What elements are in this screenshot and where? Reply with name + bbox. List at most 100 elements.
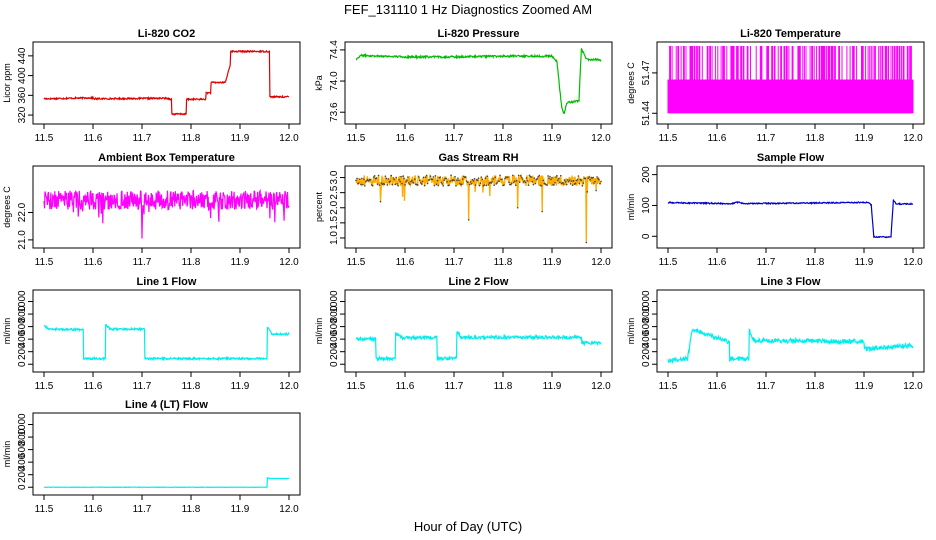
y-tick-label: 200	[329, 343, 340, 360]
y-axis-label: ml/min	[2, 318, 12, 345]
data-point	[554, 181, 556, 184]
x-tick-label: 11.5	[35, 381, 54, 392]
data-point	[403, 177, 405, 180]
data-point	[363, 178, 365, 180]
data-point	[478, 184, 481, 187]
data-point	[465, 180, 468, 183]
data-point	[571, 184, 574, 186]
data-point	[425, 174, 428, 177]
data-point	[561, 181, 564, 184]
data-point	[480, 176, 483, 178]
data-point	[491, 181, 494, 183]
x-tick-label: 12.0	[591, 381, 611, 392]
x-tick-label: 11.6	[708, 257, 727, 268]
data-point	[442, 185, 445, 187]
y-tick-label: 200	[641, 343, 652, 360]
data-point	[510, 183, 512, 186]
data-point	[437, 184, 440, 187]
data-point	[586, 191, 589, 193]
x-tick-label: 11.7	[445, 381, 464, 392]
data-point	[388, 181, 391, 183]
data-point	[471, 178, 474, 181]
data-point	[394, 183, 397, 186]
x-tick-label: 11.7	[133, 133, 152, 144]
data-point	[515, 179, 518, 182]
data-point	[499, 174, 501, 177]
data-point	[523, 180, 526, 182]
data-point	[572, 179, 575, 182]
data-point	[453, 179, 455, 182]
x-tick-label: 11.8	[806, 381, 825, 392]
x-tick-label: 12.0	[279, 381, 299, 392]
y-tick-label: 320	[17, 106, 28, 123]
figure-xlabel: Hour of Day (UTC)	[414, 519, 522, 534]
data-point	[495, 183, 497, 185]
x-tick-label: 11.8	[494, 133, 513, 144]
data-point	[399, 180, 401, 183]
y-tick-label: 600	[17, 318, 28, 335]
data-point	[411, 179, 413, 182]
x-tick-label: 11.6	[396, 257, 415, 268]
series-line	[667, 328, 914, 365]
y-tick-label: 100	[641, 197, 652, 214]
data-point	[377, 174, 380, 177]
y-axis-label: ml/min	[626, 318, 636, 345]
data-point	[432, 176, 435, 178]
series-line	[667, 199, 914, 239]
x-tick-label: 11.7	[445, 133, 464, 144]
data-point	[528, 174, 531, 177]
x-tick-label: 12.0	[279, 504, 299, 515]
data-point	[466, 181, 469, 184]
x-tick-label: 11.8	[182, 133, 201, 144]
x-tick-label: 11.7	[757, 133, 776, 144]
panel-title: Ambient Box Temperature	[98, 152, 235, 164]
data-point	[402, 175, 404, 178]
x-tick-label: 11.7	[445, 257, 464, 268]
data-point	[547, 175, 549, 177]
data-point	[359, 178, 361, 181]
x-tick-label: 11.8	[494, 381, 513, 392]
y-tick-label: 0	[329, 361, 340, 367]
data-point	[380, 182, 383, 184]
data-point	[494, 176, 496, 179]
data-point	[441, 183, 444, 185]
series-line	[43, 188, 290, 239]
panel-title: Line 1 Flow	[137, 276, 197, 288]
data-point	[364, 185, 366, 187]
data-point	[585, 241, 588, 244]
data-point	[531, 180, 534, 183]
data-point	[405, 181, 407, 183]
plot-frame	[656, 41, 925, 125]
x-tick-label: 11.9	[543, 133, 562, 144]
data-point	[541, 210, 543, 213]
x-tick-label: 11.8	[806, 257, 825, 268]
data-point	[420, 183, 423, 185]
data-point	[379, 200, 382, 203]
data-point	[536, 177, 539, 180]
data-point	[396, 183, 398, 185]
x-tick-label: 11.9	[543, 381, 562, 392]
data-point	[582, 182, 585, 184]
data-point	[462, 178, 464, 180]
data-point	[569, 183, 572, 185]
x-tick-label: 11.6	[84, 504, 103, 515]
x-tick-label: 11.6	[84, 257, 103, 268]
y-tick-label: 0	[17, 361, 28, 367]
data-point	[600, 180, 602, 183]
data-point	[594, 180, 596, 183]
data-point	[360, 183, 362, 186]
data-point	[483, 184, 486, 186]
data-point	[433, 184, 436, 187]
y-tick-label: 1000	[17, 290, 28, 313]
data-point	[593, 182, 595, 184]
data-point	[445, 177, 447, 180]
panel-7: Line 1 Flow ml/min 11.5 11.6 11.7 11.8 11.9 12.…	[2, 276, 301, 392]
panel-title: Li-820 Temperature	[740, 28, 841, 40]
panel-1: Li-820 CO2 Licor ppm 11.5 11.6 11.7 11.8 11.9 1…	[2, 28, 301, 144]
data-point	[431, 178, 434, 181]
data-point	[408, 182, 410, 184]
data-point	[443, 179, 446, 181]
data-point	[450, 174, 452, 177]
x-tick-label: 11.5	[659, 381, 678, 392]
